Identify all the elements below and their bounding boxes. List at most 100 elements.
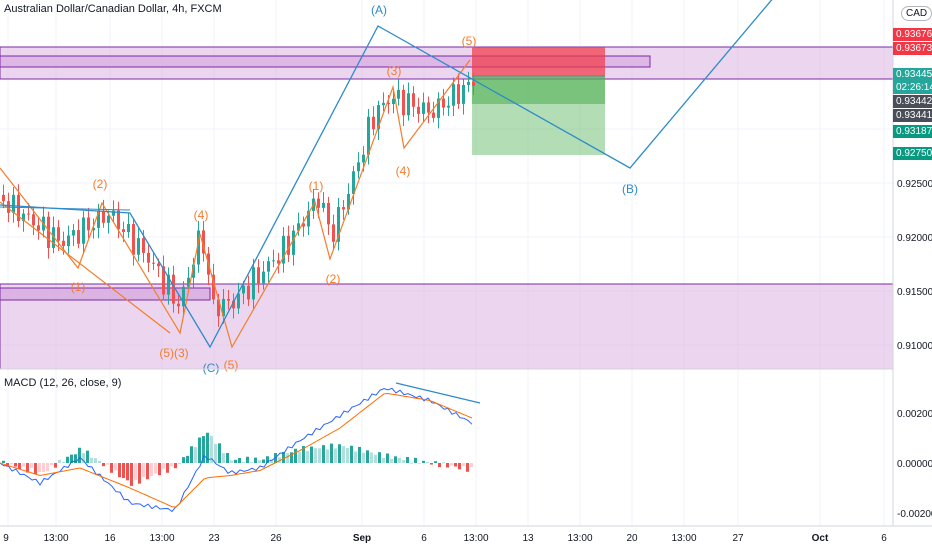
time-tick-label: Sep [353,533,371,544]
macd-histogram-bar [218,443,221,463]
candle-body [212,274,215,300]
candle-body [27,213,30,215]
macd-histogram-bar [306,450,309,463]
macd-histogram-bar [2,460,5,463]
wave-label-orange: (4) [194,208,209,222]
candle-body [352,171,355,194]
time-tick-label: 13:00 [671,533,696,544]
wave-label-orange: (5)(3) [159,346,188,360]
candle-body [297,223,300,231]
macd-histogram-bar [162,463,165,469]
macd-histogram-bar [50,463,53,465]
candle-body [467,81,470,85]
candle-body [187,277,190,287]
macd-histogram-bar [82,453,85,463]
macd-histogram-bar [58,459,61,463]
candle-body [52,227,55,248]
macd-histogram-bar [198,437,201,463]
macd-histogram-bar [342,446,345,463]
candle-body [132,224,135,255]
macd-histogram-bar [158,463,161,476]
macd-histogram-bar [14,463,17,467]
candle-body [147,252,150,263]
time-tick-label: 6 [881,533,887,544]
candle-body [292,230,295,255]
macd-histogram-bar [426,462,429,464]
candle-body [457,84,460,104]
macd-histogram-bar [382,458,385,463]
price-tag: 0.93442 [893,95,932,108]
macd-histogram-bar [226,453,229,463]
candle-body [182,286,185,307]
macd-histogram-bar [302,446,305,463]
macd-histogram-bar [30,463,33,469]
wave-label-orange: (4) [396,164,411,178]
currency-badge[interactable]: CAD [901,6,932,21]
candle-body [432,112,435,118]
candle-body [267,261,270,272]
macd-histogram-bar [270,459,273,463]
price-tag: 0.93673 [893,42,932,55]
macd-histogram-bar [90,457,93,463]
macd-histogram-bar [194,447,197,463]
macd-histogram-bar [282,451,285,463]
macd-line [0,387,473,513]
macd-histogram-bar [170,463,173,467]
price-tick-label: 0.91000 [897,341,932,352]
wave-label-blue: (A) [371,3,387,17]
wave-orange-path [0,59,471,349]
macd-histogram-bar [94,458,97,463]
candle-body [272,260,275,262]
candle-body [417,106,420,114]
macd-histogram-bar [54,463,57,468]
macd-histogram-bar [86,450,89,463]
macd-tick-label: 0.00200 [897,409,932,420]
wave-orange-channel [0,201,171,334]
symbol-title: Australian Dollar/Canadian Dollar, 4h, F… [4,3,222,15]
macd-histogram-bar [62,461,65,463]
candle-body [97,210,100,228]
candle-body [192,264,195,278]
candle-body [402,89,405,116]
candle-body [222,298,225,317]
macd-histogram-bar [178,462,181,464]
macd-histogram-bar [434,461,437,463]
candle-body [377,105,380,130]
time-tick-label: 16 [104,533,116,544]
macd-histogram-bar [166,463,169,473]
candle-body [87,217,90,231]
macd-histogram-bar [290,452,293,463]
macd-signal-line [0,392,473,508]
macd-histogram-bar [378,452,381,463]
take-profit-2-zone [472,104,605,155]
macd-histogram-bar [206,432,209,463]
macd-histogram-bar [242,461,245,463]
price-tag: 0.93676 [893,28,932,41]
price-tick-label: 0.92000 [897,233,932,244]
wave-label-orange: (2) [326,272,341,286]
macd-histogram-bar [186,455,189,463]
macd-histogram-bar [142,463,145,477]
macd-histogram-bar [418,463,421,464]
macd-histogram-bar [74,454,77,463]
macd-histogram-bar [110,463,113,473]
candle-body [217,299,220,317]
macd-histogram-bar [462,463,465,466]
candle-body [62,240,65,247]
candle-body [262,271,265,284]
macd-histogram-bar [134,463,137,480]
macd-histogram-bar [466,463,469,472]
candle-body [247,285,250,300]
macd-histogram-bar [190,446,193,463]
time-tick-label: 13 [522,533,534,544]
candle-body [472,81,475,86]
macd-histogram-bar [42,463,45,472]
candle-body [177,303,180,307]
macd-histogram-bar [138,463,141,484]
macd-histogram-bar [454,463,457,467]
candle-body [392,98,395,105]
candle-body [347,193,350,210]
candle-body [72,230,75,236]
macd-histogram-bar [286,453,289,463]
